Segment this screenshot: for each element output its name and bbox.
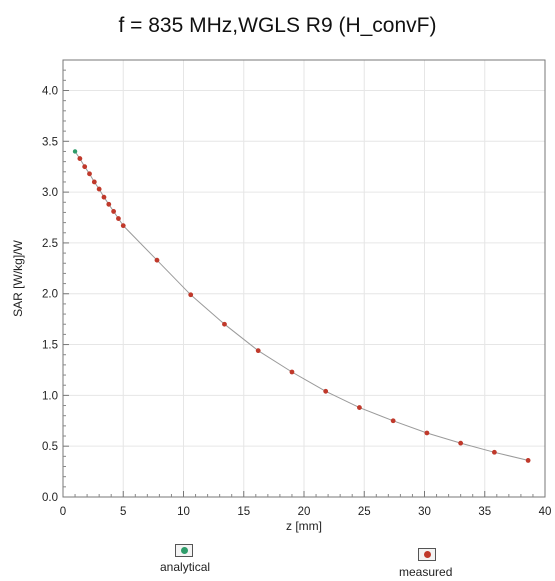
measured-series [77,156,531,463]
measured-point [82,164,88,170]
x-axis-label: z [mm] [286,519,322,533]
legend-analytical-label: analytical [160,560,211,574]
measured-point [120,223,126,229]
measured-point [87,171,92,177]
legend-analytical-box [175,544,193,557]
y-tick-label: 4.0 [42,85,58,97]
x-tick-label: 15 [237,506,250,518]
measured-point [154,257,160,263]
analytical-point [72,149,78,154]
analytical-curve [74,151,529,461]
x-tick-label: 20 [298,506,311,518]
measured-point [323,388,329,394]
measured-point [255,348,261,354]
tick-labels: 0 5 10 15 20 25 30 35 40 0.0 0.5 1.0 1.5 2.0 2.5 3.0 3.5… [42,85,551,518]
y-tick-label: 2.5 [42,238,58,250]
y-tick-label: 2.0 [42,289,58,301]
chart-title: f = 835 MHz,WGLS R9 (H_convF) [118,14,437,37]
y-axis-label: SAR [W/kg]/W [11,239,25,316]
measured-point [525,458,531,463]
measured-point [289,369,295,375]
measured-point [101,194,107,200]
axis-ticks [62,69,546,498]
x-tick-label: 30 [418,506,431,518]
x-tick-label: 0 [60,506,66,518]
y-tick-label: 1.5 [42,340,58,352]
y-tick-label: 3.0 [42,187,58,199]
legend-measured-box [418,548,436,561]
measured-point [491,449,497,455]
legend-measured-swatch [423,551,431,558]
measured-point [390,418,396,424]
measured-point [96,186,102,192]
measured-point [458,440,464,446]
analytical-series [72,149,530,462]
x-tick-label: 40 [539,506,552,518]
measured-point [222,321,227,327]
y-tick-label: 3.5 [42,136,58,148]
measured-point [77,156,83,161]
y-tick-label: 1.0 [42,390,58,402]
x-tick-label: 10 [177,506,190,518]
x-tick-label: 35 [478,506,491,518]
x-tick-label: 5 [120,506,126,518]
x-tick-label: 25 [358,506,371,518]
measured-point [106,201,112,207]
legend-measured-label: measured [399,565,453,579]
measured-point [91,179,97,185]
measured-point [424,430,430,436]
y-tick-label: 0.5 [42,441,58,453]
y-tick-label: 0.0 [42,492,58,504]
measured-point [357,405,362,410]
measured-point [111,209,117,214]
legend-analytical-swatch [180,547,188,554]
measured-point [116,216,121,221]
measured-point [188,292,194,298]
grid-lines [62,60,546,498]
